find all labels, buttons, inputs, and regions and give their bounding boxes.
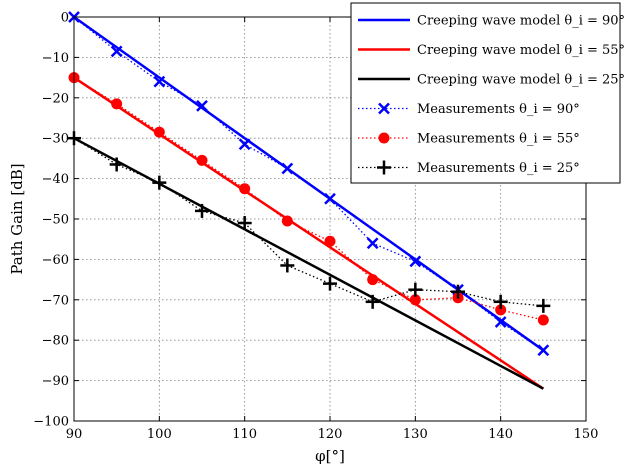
data-point <box>536 298 551 313</box>
measurement-dotted-line <box>73 137 544 307</box>
data-point <box>409 255 422 268</box>
marker-stroke <box>196 99 208 112</box>
legend-entry: Creeping wave model θ_i = 25° <box>358 73 625 88</box>
data-point <box>196 99 208 112</box>
x-tick-label: 100 <box>147 427 172 442</box>
legend-marker <box>377 160 391 175</box>
legend-marker <box>378 102 390 115</box>
legend-entries: Creeping wave model θ_i = 90° Creeping wa… <box>358 14 625 176</box>
data-point <box>495 304 507 316</box>
x-tick-label: 140 <box>488 427 513 442</box>
data-point <box>196 154 208 166</box>
legend-label: Measurements θ_i = 55° <box>417 132 580 147</box>
y-tick-label: −50 <box>42 213 69 228</box>
legend-entry: Creeping wave model θ_i = 55° <box>358 43 625 58</box>
marker-stroke <box>409 255 422 268</box>
y-tick-label: −70 <box>42 293 69 308</box>
series-layer <box>67 11 551 390</box>
y-tick-label: −90 <box>42 374 69 389</box>
legend-entry: Measurements θ_i = 90° <box>358 102 580 117</box>
x-tick-label: 110 <box>232 427 257 442</box>
data-point <box>239 183 251 195</box>
marker-stroke <box>537 344 550 357</box>
data-point <box>153 75 166 88</box>
x-tick-label: 90 <box>66 427 83 442</box>
data-point <box>537 344 550 357</box>
legend-label: Creeping wave model θ_i = 55° <box>417 43 625 58</box>
data-point <box>494 316 507 328</box>
y-tick-label: −40 <box>42 172 69 187</box>
marker-stroke <box>238 138 251 151</box>
y-tick-label: −100 <box>33 415 69 430</box>
y-tick-label: −30 <box>42 132 69 147</box>
data-point <box>493 294 508 309</box>
legend-label: Measurements θ_i = 25° <box>417 161 580 176</box>
data-point <box>537 314 549 326</box>
data-point <box>195 203 209 218</box>
y-tick-label: 0 <box>61 11 69 26</box>
data-point <box>408 282 423 297</box>
data-point <box>109 157 124 172</box>
data-point <box>153 126 165 138</box>
legend-entry: Measurements θ_i = 55° <box>358 132 580 147</box>
legend-label: Creeping wave model θ_i = 90° <box>417 14 625 29</box>
x-tick-label: 130 <box>403 427 428 442</box>
y-tick-label: −20 <box>42 91 69 106</box>
data-point <box>324 235 336 247</box>
data-point <box>451 284 465 299</box>
series-6 <box>67 131 551 313</box>
data-point <box>280 258 295 273</box>
data-point <box>367 274 379 286</box>
marker-stroke <box>378 102 390 115</box>
legend-marker <box>378 132 390 144</box>
legend: Creeping wave model θ_i = 90° Creeping wa… <box>350 2 625 184</box>
data-point <box>281 162 294 175</box>
data-point <box>366 237 379 250</box>
data-point <box>324 192 336 205</box>
marker-stroke <box>281 162 294 175</box>
legend-label: Measurements θ_i = 90° <box>417 102 580 117</box>
data-point <box>238 138 251 151</box>
data-point <box>365 294 380 309</box>
x-tick-label: 150 <box>574 427 599 442</box>
marker-stroke <box>110 45 123 58</box>
x-tick-label: 120 <box>318 427 343 442</box>
marker-stroke <box>324 192 336 205</box>
legend-label: Creeping wave model θ_i = 25° <box>417 73 625 88</box>
legend-entry: Measurements θ_i = 25° <box>358 160 580 176</box>
x-tick-labels: 90 100 110 120 130 140 150 <box>66 427 599 442</box>
y-tick-labels: 0 −10 −20 −30 −40 −50 −60 −70 −80 −90 −100 <box>33 11 69 430</box>
data-point <box>281 215 293 227</box>
legend-entry: Creeping wave model θ_i = 90° <box>358 14 625 29</box>
data-point <box>409 294 421 306</box>
y-tick-label: −80 <box>42 334 69 349</box>
data-point <box>111 98 123 110</box>
x-axis-label: φ[°] <box>315 447 345 465</box>
measurement-dotted-line <box>73 16 544 351</box>
marker-stroke <box>494 316 507 328</box>
y-axis-label: Path Gain [dB] <box>8 163 26 274</box>
marker-stroke <box>366 237 379 250</box>
y-tick-label: −60 <box>42 253 69 268</box>
marker-stroke <box>153 75 166 88</box>
data-point <box>152 175 167 190</box>
data-point <box>323 276 337 291</box>
data-point <box>237 216 252 231</box>
y-tick-label: −10 <box>42 51 69 66</box>
legend-box <box>350 2 621 184</box>
series-2-line <box>73 76 545 390</box>
measurement-dotted-line <box>73 77 544 321</box>
data-point <box>110 45 123 58</box>
